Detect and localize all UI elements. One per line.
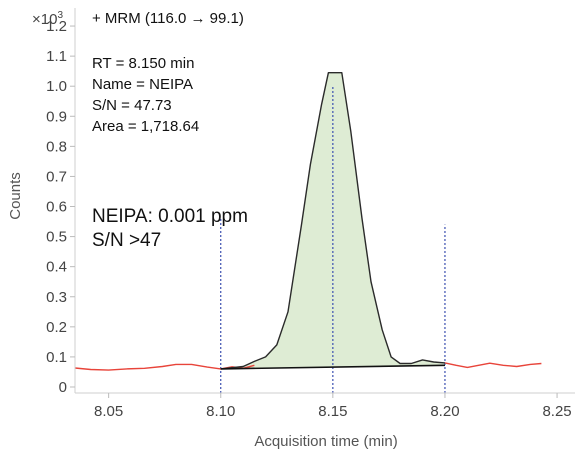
y-tick-label: 1.2 <box>46 18 67 35</box>
x-tick-label: 8.15 <box>318 403 347 420</box>
peak-trace-line <box>220 71 446 370</box>
y-tick-label: 1.0 <box>46 78 67 95</box>
info-line: RT = 8.150 min <box>92 55 194 72</box>
y-tick-label: 0.9 <box>46 108 67 125</box>
y-tick-label: 0 <box>59 379 67 396</box>
info-line: Name = NEIPA <box>92 76 193 93</box>
peak-annotation: S/N >47 <box>92 230 161 251</box>
y-tick-label: 0.3 <box>46 289 67 306</box>
signal-trace-line <box>74 363 255 371</box>
x-tick-label: 8.05 <box>94 403 123 420</box>
y-tick-label: 0.4 <box>46 259 67 276</box>
y-tick-label: 0.6 <box>46 199 67 216</box>
info-line: Area = 1,718.64 <box>92 118 199 135</box>
y-tick-label: 0.8 <box>46 138 67 155</box>
y-tick-label: 0.5 <box>46 229 67 246</box>
x-tick-label: 8.20 <box>430 403 459 420</box>
y-tick-label: 0.1 <box>46 349 67 366</box>
peak-baseline <box>220 364 446 370</box>
y-axis-title: Counts <box>7 172 24 220</box>
x-axis-title: Acquisition time (min) <box>254 433 397 450</box>
info-line: S/N = 47.73 <box>92 97 172 114</box>
x-tick-label: 8.25 <box>542 403 571 420</box>
y-tick-label: 1.1 <box>46 48 67 65</box>
y-tick-label: 0.7 <box>46 168 67 185</box>
chart-title: + MRM (116.0 → 99.1) <box>92 10 244 27</box>
signal-trace-line <box>444 362 542 369</box>
x-tick-label: 8.10 <box>206 403 235 420</box>
peak-annotation: NEIPA: 0.001 ppm <box>92 206 248 227</box>
y-tick-label: 0.2 <box>46 319 67 336</box>
y-multiplier-label: ×103 <box>32 10 63 28</box>
